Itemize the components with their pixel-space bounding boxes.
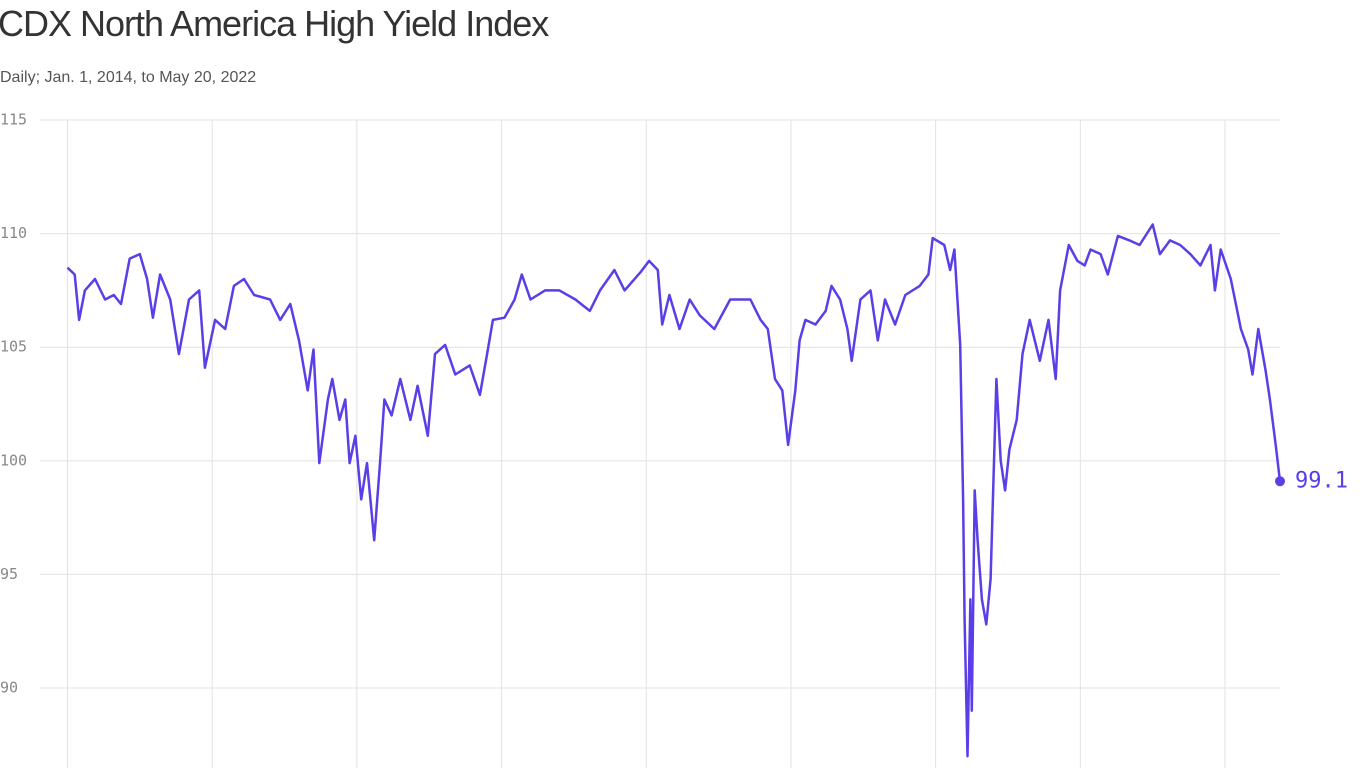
y-tick-label: 95 [0, 565, 18, 583]
end-point [1275, 476, 1285, 487]
y-tick-label: 100 [0, 451, 27, 469]
y-tick-label: 115 [0, 111, 27, 129]
y-tick-label: 110 [0, 224, 27, 242]
chart-title: CDX North America High Yield Index [0, 3, 549, 44]
series-line [66, 223, 1282, 758]
y-tick-label: 90 [0, 679, 18, 697]
y-tick-label: 105 [0, 338, 27, 356]
end-value-label: 99.1 [1295, 468, 1348, 493]
chart-subtitle: Daily; Jan. 1, 2014, to May 20, 2022 [0, 69, 256, 86]
